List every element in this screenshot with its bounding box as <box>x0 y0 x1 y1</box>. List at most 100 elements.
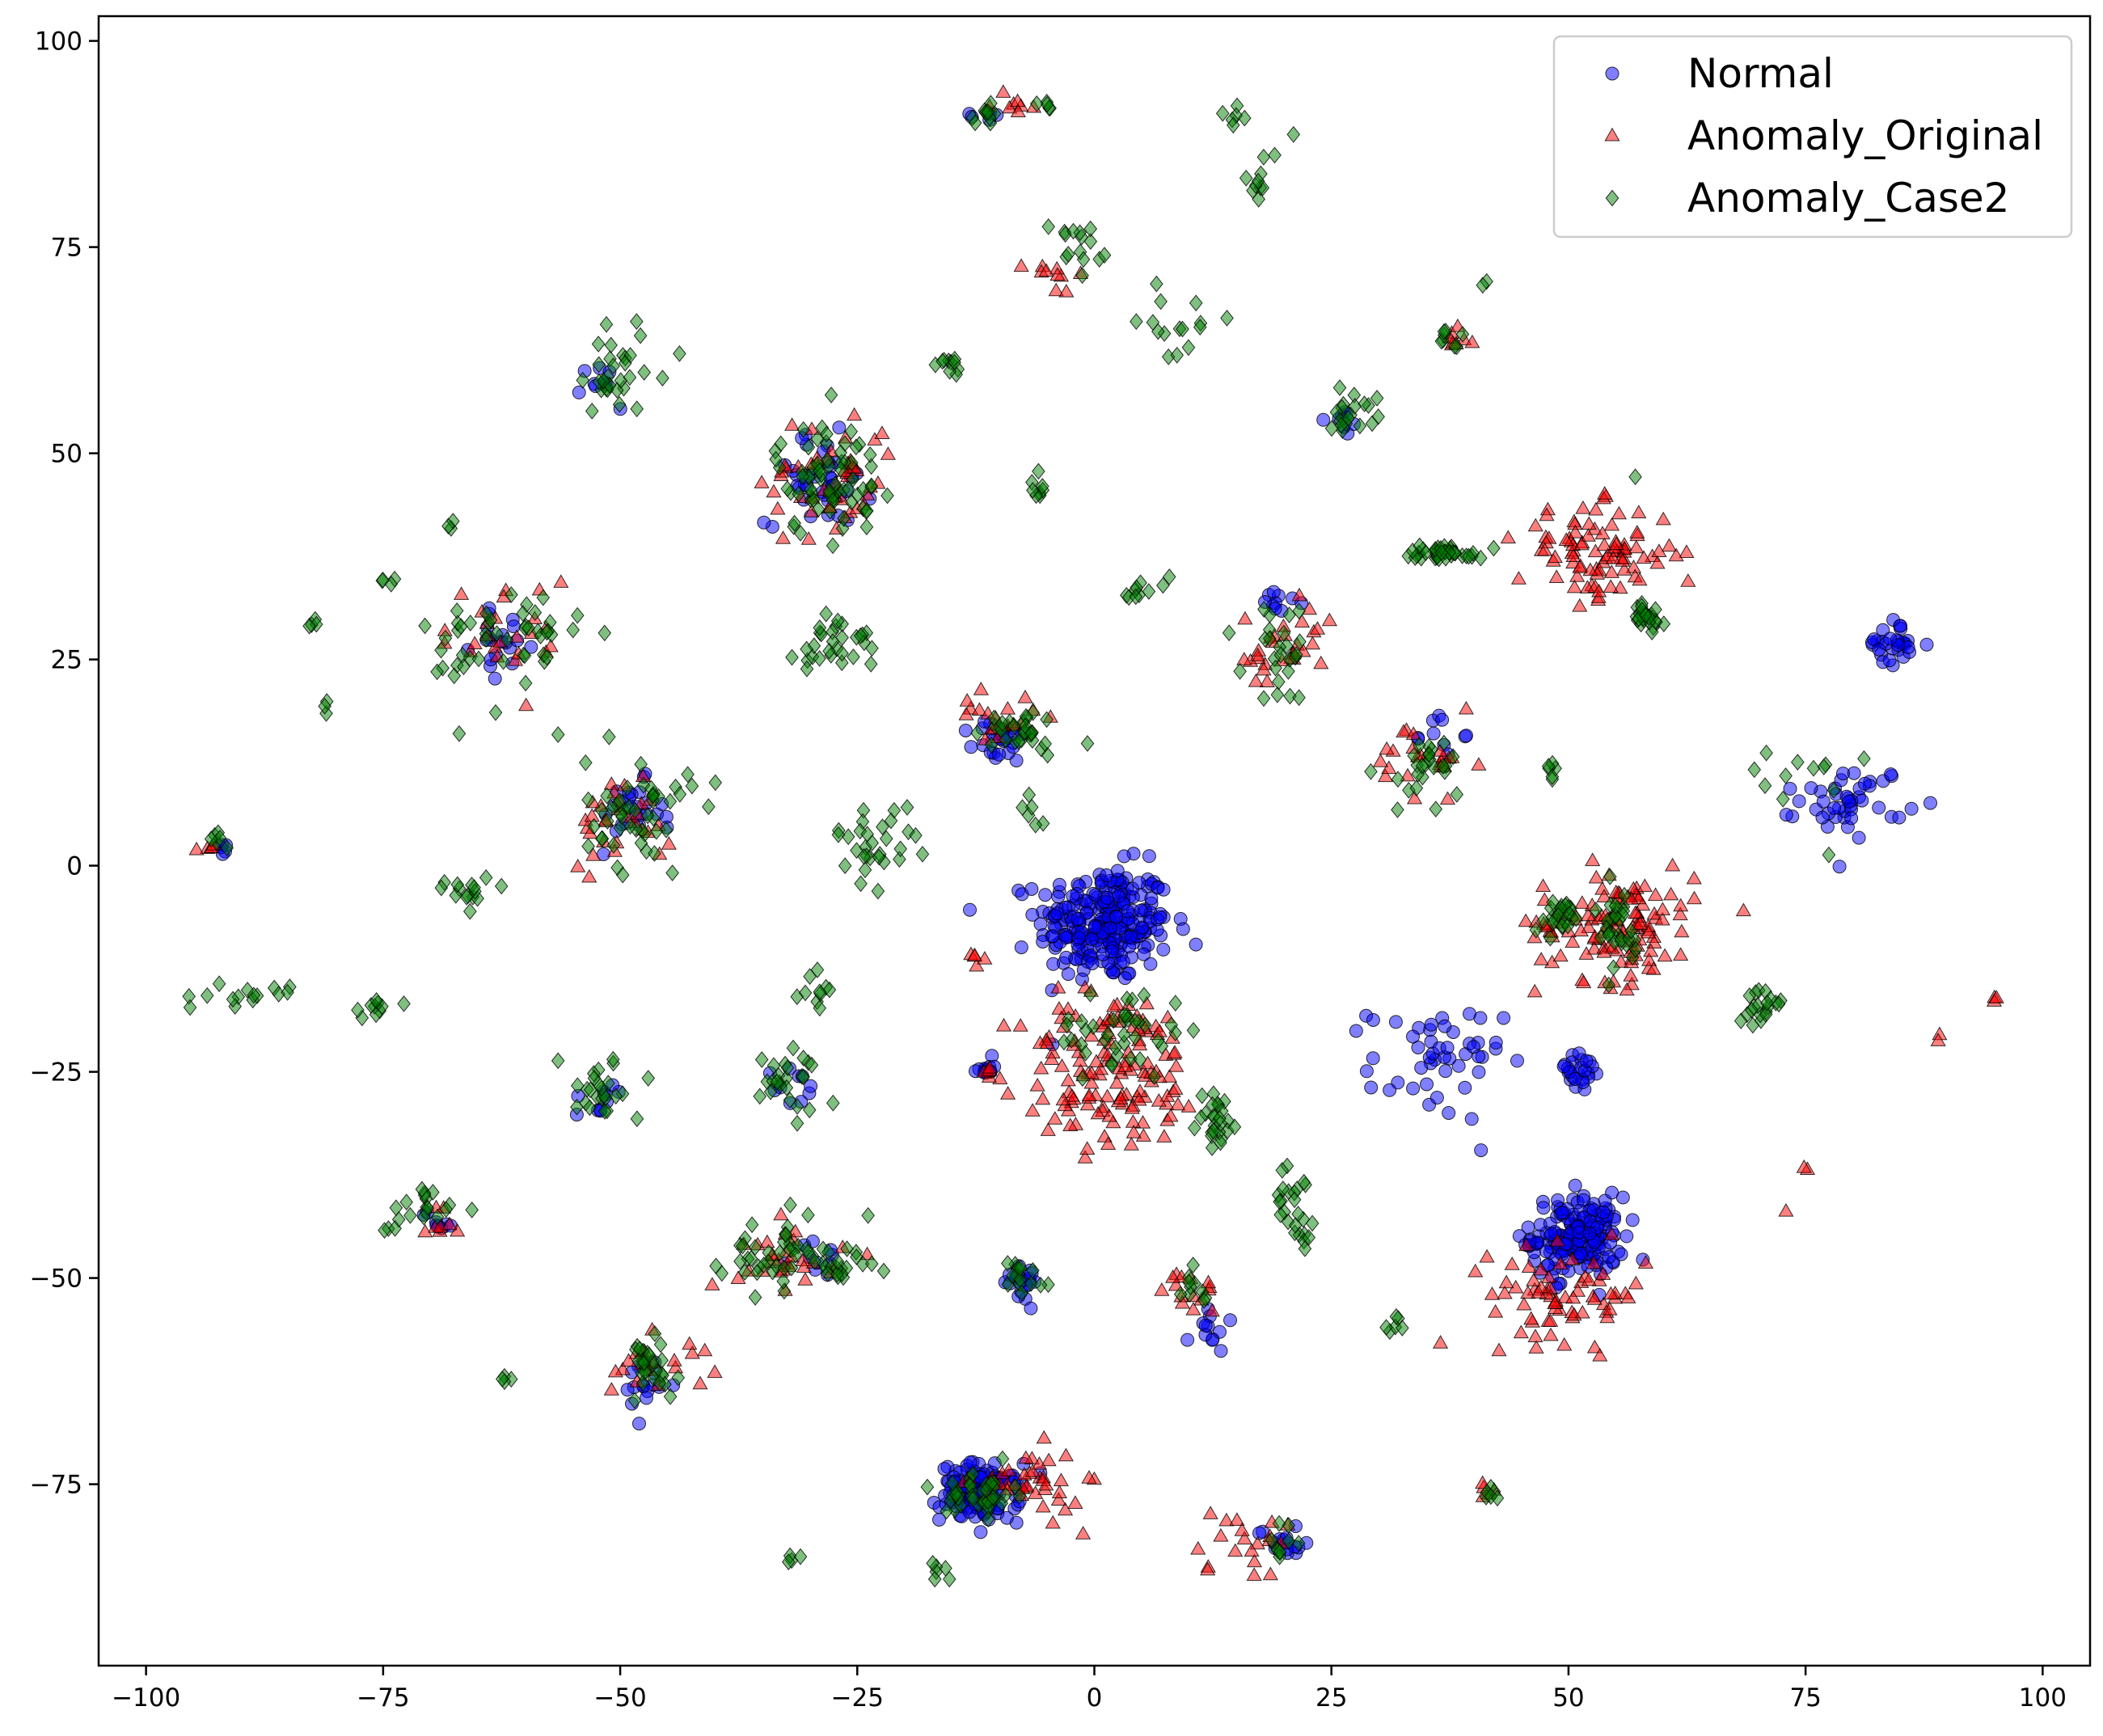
anomaly-case2-point <box>1371 408 1385 425</box>
anomaly-case2-point <box>1104 1056 1119 1074</box>
normal-point <box>1435 712 1450 727</box>
anomaly-original-point <box>1569 568 1586 582</box>
anomaly-case2-point <box>1293 633 1307 651</box>
anomaly-case2-point <box>909 826 923 844</box>
anomaly-case2-point <box>1826 781 1841 799</box>
anomaly-original-point <box>1246 1567 1262 1582</box>
anomaly-original-point <box>553 574 569 588</box>
normal-point <box>1426 726 1441 741</box>
anomaly-original-point <box>1591 583 1607 598</box>
anomaly-original-point <box>1013 258 1029 272</box>
normal-point <box>1411 1041 1425 1054</box>
x-tick-label: 100 <box>2019 1683 2067 1713</box>
anomaly-case2-point <box>1422 746 1436 763</box>
anomaly-case2-point <box>1075 267 1089 285</box>
anomaly-case2-point <box>1109 1039 1123 1056</box>
anomaly-case2-point <box>1117 1034 1131 1052</box>
anomaly-original-point <box>1099 1088 1116 1103</box>
anomaly-case2-point <box>1273 1543 1287 1561</box>
anomaly-case2-point <box>1473 549 1488 567</box>
anomaly-original-point <box>704 1277 720 1290</box>
normal-point <box>937 1462 952 1476</box>
anomaly-case2-point <box>281 983 294 1001</box>
normal-point <box>963 902 977 917</box>
normal-point <box>572 385 586 399</box>
anomaly-original-point <box>1778 1202 1794 1217</box>
anomaly-original-point <box>1081 1088 1097 1101</box>
anomaly-original-point <box>730 1270 746 1284</box>
anomaly-case2-point <box>389 1199 403 1217</box>
anomaly-case2-point <box>566 621 581 639</box>
anomaly-case2-point <box>864 1255 879 1273</box>
normal-point <box>964 740 978 754</box>
anomaly-case2-point <box>610 382 624 399</box>
normal-point <box>1144 891 1159 906</box>
anomaly-original-point <box>1185 1302 1201 1316</box>
anomaly-original-point <box>1616 562 1632 576</box>
legend-label: Anomaly_Case2 <box>1687 175 2010 222</box>
anomaly-case2-point <box>628 801 642 819</box>
anomaly-original-point <box>1213 1527 1229 1542</box>
normal-point <box>1153 910 1168 924</box>
x-tick-label: 75 <box>1789 1683 1821 1713</box>
anomaly-original-point <box>1599 1309 1615 1324</box>
anomaly-case2-point <box>737 1264 752 1281</box>
anomaly-case2-point <box>1032 463 1045 480</box>
anomaly-case2-point <box>1251 172 1265 190</box>
anomaly-original-point <box>1655 511 1671 526</box>
anomaly-case2-point <box>834 654 849 672</box>
anomaly-original-point <box>1552 948 1569 962</box>
anomaly-case2-point <box>673 785 687 803</box>
anomaly-original-point <box>1543 1313 1559 1327</box>
anomaly-case2-point <box>465 1202 479 1219</box>
anomaly-original-point <box>995 1017 1012 1032</box>
anomaly-case2-point <box>813 983 827 1001</box>
normal-point <box>1359 1064 1374 1079</box>
anomaly-original-point <box>766 484 782 498</box>
anomaly-original-point <box>1535 878 1552 892</box>
anomaly-original-point <box>1488 1303 1504 1318</box>
anomaly-case2-point <box>1040 95 1054 113</box>
anomaly-case2-point <box>581 838 595 855</box>
anomaly-original-point <box>1556 1337 1573 1351</box>
anomaly-case2-point <box>708 774 723 792</box>
anomaly-case2-point <box>454 618 468 636</box>
anomaly-original-point <box>1484 1286 1501 1300</box>
anomaly-case2-point <box>865 640 879 657</box>
anomaly-case2-point <box>850 1248 864 1265</box>
anomaly-case2-point <box>802 1101 817 1119</box>
anomaly-case2-point <box>788 1246 803 1264</box>
anomaly-case2-point <box>1817 758 1831 775</box>
anomaly-case2-point <box>819 605 834 623</box>
anomaly-case2-point <box>636 1375 650 1392</box>
anomaly-original-point <box>967 947 983 961</box>
anomaly-original-point <box>1079 1096 1096 1111</box>
normal-point <box>1924 796 1937 810</box>
anomaly-case2-point <box>1603 868 1617 885</box>
anomaly-original-point <box>1250 647 1266 661</box>
anomaly-case2-point <box>540 648 554 666</box>
anomaly-original-point <box>1262 1566 1278 1581</box>
normal-point <box>1892 810 1907 825</box>
anomaly-case2-point <box>821 1244 835 1261</box>
anomaly-original-point <box>1510 571 1527 585</box>
anomaly-case2-point <box>1215 104 1230 122</box>
anomaly-original-point <box>1664 857 1681 872</box>
legend: Normal Anomaly_Original Anomaly_Case2 <box>1552 35 2073 239</box>
anomaly-original-point <box>1531 1284 1547 1299</box>
x-tick-label: 25 <box>1315 1683 1347 1713</box>
normal-point <box>1364 1080 1379 1095</box>
anomaly-original-point <box>999 701 1016 715</box>
anomaly-case2-point <box>1154 293 1168 310</box>
anomaly-case2-point <box>1220 310 1234 327</box>
normal-point <box>1625 1213 1640 1227</box>
anomaly-case2-point <box>642 1346 657 1364</box>
anomaly-case2-point <box>597 372 610 390</box>
anomaly-case2-point <box>663 1388 678 1405</box>
anomaly-case2-point <box>859 502 874 520</box>
anomaly-case2-point <box>830 612 845 630</box>
anomaly-original-point <box>603 776 619 790</box>
anomaly-original-point <box>1539 507 1555 522</box>
anomaly-original-point <box>1497 1285 1513 1299</box>
anomaly-case2-point <box>351 1001 365 1019</box>
